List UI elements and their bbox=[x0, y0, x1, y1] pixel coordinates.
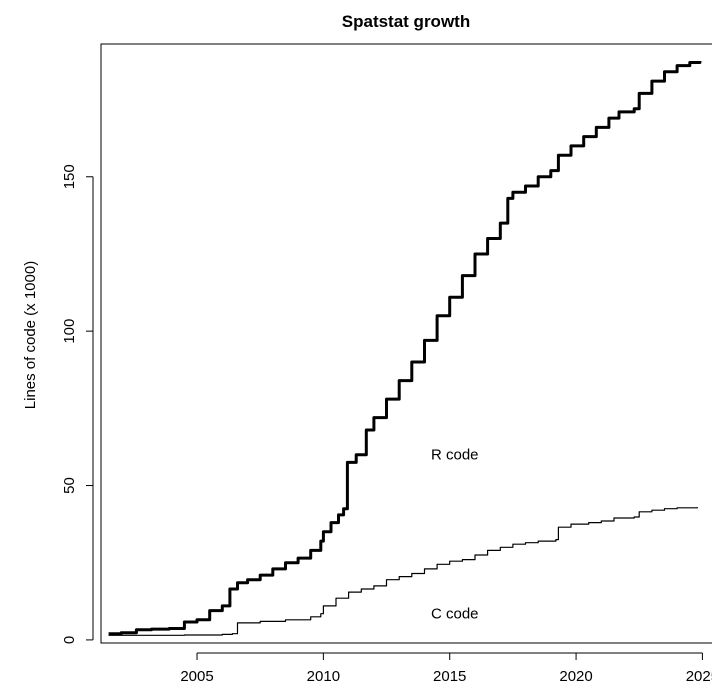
y-tick-label: 50 bbox=[61, 477, 78, 494]
x-tick-label: 2010 bbox=[307, 668, 340, 685]
y-axis-label: Lines of code (x 1000) bbox=[22, 261, 39, 409]
x-tick-label: 2005 bbox=[180, 668, 213, 685]
y-tick-label: 150 bbox=[61, 164, 78, 189]
y-tick-label: 0 bbox=[61, 636, 78, 644]
chart-title: Spatstat growth bbox=[342, 12, 470, 31]
annotation-label: R code bbox=[431, 447, 479, 464]
annotation-layer: R code C code bbox=[431, 447, 479, 623]
series-layer bbox=[108, 61, 702, 636]
y-axis: 0 50 100 150 bbox=[61, 164, 94, 644]
c-code-line bbox=[108, 507, 698, 636]
plot-frame bbox=[100, 43, 712, 644]
r-code-line bbox=[108, 61, 702, 636]
x-axis: 2005 2010 2015 2020 2025 bbox=[180, 652, 712, 685]
x-tick-label: 2020 bbox=[559, 668, 592, 685]
x-tick-label: 2015 bbox=[433, 668, 466, 685]
x-tick-label: 2025 bbox=[686, 668, 712, 685]
y-tick-label: 100 bbox=[61, 319, 78, 344]
annotation-label: C code bbox=[431, 606, 479, 623]
